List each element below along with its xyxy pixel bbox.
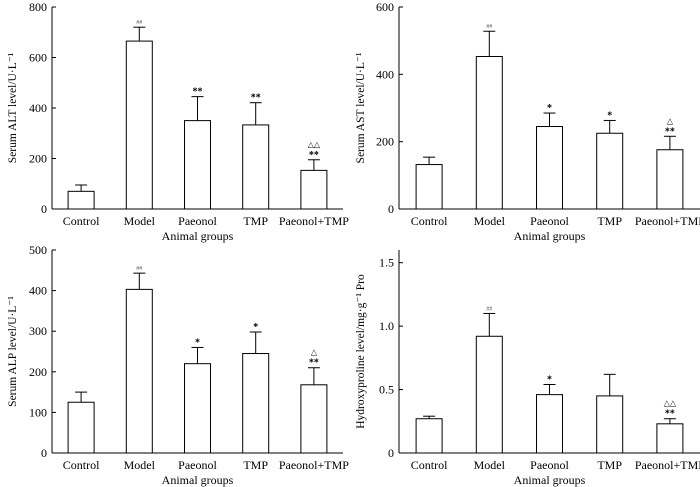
significance-star: **: [309, 150, 319, 161]
bar-paeonol-tmp: [656, 423, 684, 454]
x-axis-title: Animal groups: [162, 229, 234, 243]
y-tick-label: 200: [29, 152, 47, 166]
x-category-label: Control: [63, 214, 100, 228]
bar-paeonol: [536, 394, 563, 454]
bar-model: [125, 40, 153, 210]
y-axis-title: Hydroxyproline level/mg·g⁻¹ Pro: [355, 274, 367, 429]
y-tick-label: 0: [41, 202, 47, 216]
x-category-label: Paeonol+TMP: [635, 214, 700, 228]
x-category-label: TMP: [243, 214, 268, 228]
significance-star: *: [547, 374, 552, 385]
y-tick-label: 200: [376, 135, 394, 149]
bar-paeonol-tmp: [300, 169, 328, 210]
y-axis-title: Serum ALP level/U·L⁻¹: [7, 296, 19, 407]
y-tick-label: 400: [376, 67, 394, 81]
significance-star: *: [607, 110, 612, 121]
bar-paeonol: [536, 126, 563, 210]
bar-paeonol: [184, 120, 211, 210]
y-tick-label: 0: [41, 446, 47, 460]
x-axis-title: Animal groups: [514, 229, 586, 243]
x-category-label: Control: [63, 458, 100, 472]
y-tick-label: 0: [388, 446, 394, 460]
bar-control: [67, 401, 95, 454]
significance-star: *: [253, 322, 258, 333]
chart-panel-hydroxyproline: 0 0.5 1.0 1.5 Control ## Model * Paeonol TMP **△△ P…: [355, 250, 700, 487]
bar-paeonol: [184, 363, 211, 454]
y-tick-label: 0: [388, 202, 394, 216]
bar-control: [415, 164, 443, 210]
x-category-label: Model: [124, 214, 156, 228]
bar-tmp: [242, 353, 270, 454]
y-tick-label: 1.0: [379, 319, 394, 333]
chart-panel-alt: 0 200 400 600 800 Control ## Model ** Paeonol ** TM…: [7, 0, 349, 243]
bar-tmp: [596, 132, 624, 210]
x-category-label: Paeonol: [178, 458, 217, 472]
bar-paeonol-tmp: [300, 384, 328, 454]
y-axis-title: Serum AST level/U·L⁻¹: [355, 52, 367, 163]
x-axis-title: Animal groups: [162, 473, 234, 487]
x-axis-title: Animal groups: [514, 473, 586, 487]
significance-star: *: [547, 103, 552, 114]
x-category-label: Model: [474, 214, 506, 228]
significance-star: **: [193, 87, 203, 98]
x-category-label: Model: [124, 458, 156, 472]
x-category-label: Paeonol+TMP: [279, 458, 349, 472]
x-category-label: Paeonol: [530, 214, 569, 228]
x-category-label: Control: [411, 214, 448, 228]
significance-star: *: [195, 337, 200, 348]
bar-model: [475, 335, 503, 454]
y-tick-label: 300: [29, 324, 47, 338]
significance-star: **: [309, 358, 319, 369]
significance-hash: ##: [136, 20, 142, 26]
significance-triangle: △△: [308, 140, 321, 149]
bar-tmp: [242, 124, 270, 210]
y-tick-label: 500: [29, 243, 47, 257]
x-category-label: TMP: [597, 214, 622, 228]
bar-control: [415, 418, 443, 454]
x-category-label: TMP: [597, 458, 622, 472]
significance-star: **: [665, 126, 675, 137]
x-category-label: Paeonol+TMP: [635, 458, 700, 472]
x-category-label: Control: [411, 458, 448, 472]
x-category-label: Paeonol+TMP: [279, 214, 349, 228]
y-tick-label: 600: [29, 51, 47, 65]
y-axis-title: Serum ALT level/U·L⁻¹: [7, 52, 19, 163]
significance-hash: ##: [486, 306, 492, 312]
bar-model: [475, 55, 503, 210]
x-category-label: Paeonol: [178, 214, 217, 228]
bar-tmp: [596, 395, 624, 454]
significance-star: **: [251, 93, 261, 104]
y-tick-label: 200: [29, 365, 47, 379]
x-category-label: TMP: [243, 458, 268, 472]
significance-star: **: [665, 409, 675, 420]
significance-triangle: △: [667, 116, 674, 125]
bar-control: [67, 190, 95, 210]
x-category-label: Paeonol: [530, 458, 569, 472]
significance-triangle: △: [311, 348, 318, 357]
y-tick-label: 400: [29, 101, 47, 115]
y-tick-label: 0.5: [379, 383, 394, 397]
significance-hash: ##: [136, 266, 142, 272]
y-tick-label: 400: [29, 284, 47, 298]
y-tick-label: 600: [376, 0, 394, 14]
y-tick-label: 100: [29, 405, 47, 419]
y-tick-label: 800: [29, 0, 47, 14]
bar-paeonol-tmp: [656, 149, 684, 210]
significance-hash: ##: [486, 24, 492, 30]
y-tick-label: 1.5: [379, 256, 394, 270]
significance-triangle: △△: [664, 399, 677, 408]
chart-panel-alp: 0 100 200 300 400 500 Control ## Model * Paeonol * T…: [7, 243, 349, 487]
x-category-label: Model: [474, 458, 506, 472]
chart-panel-ast: 0 200 400 600 Control ## Model * Paeonol * TMP **△ P…: [355, 0, 700, 243]
bar-model: [125, 288, 153, 454]
